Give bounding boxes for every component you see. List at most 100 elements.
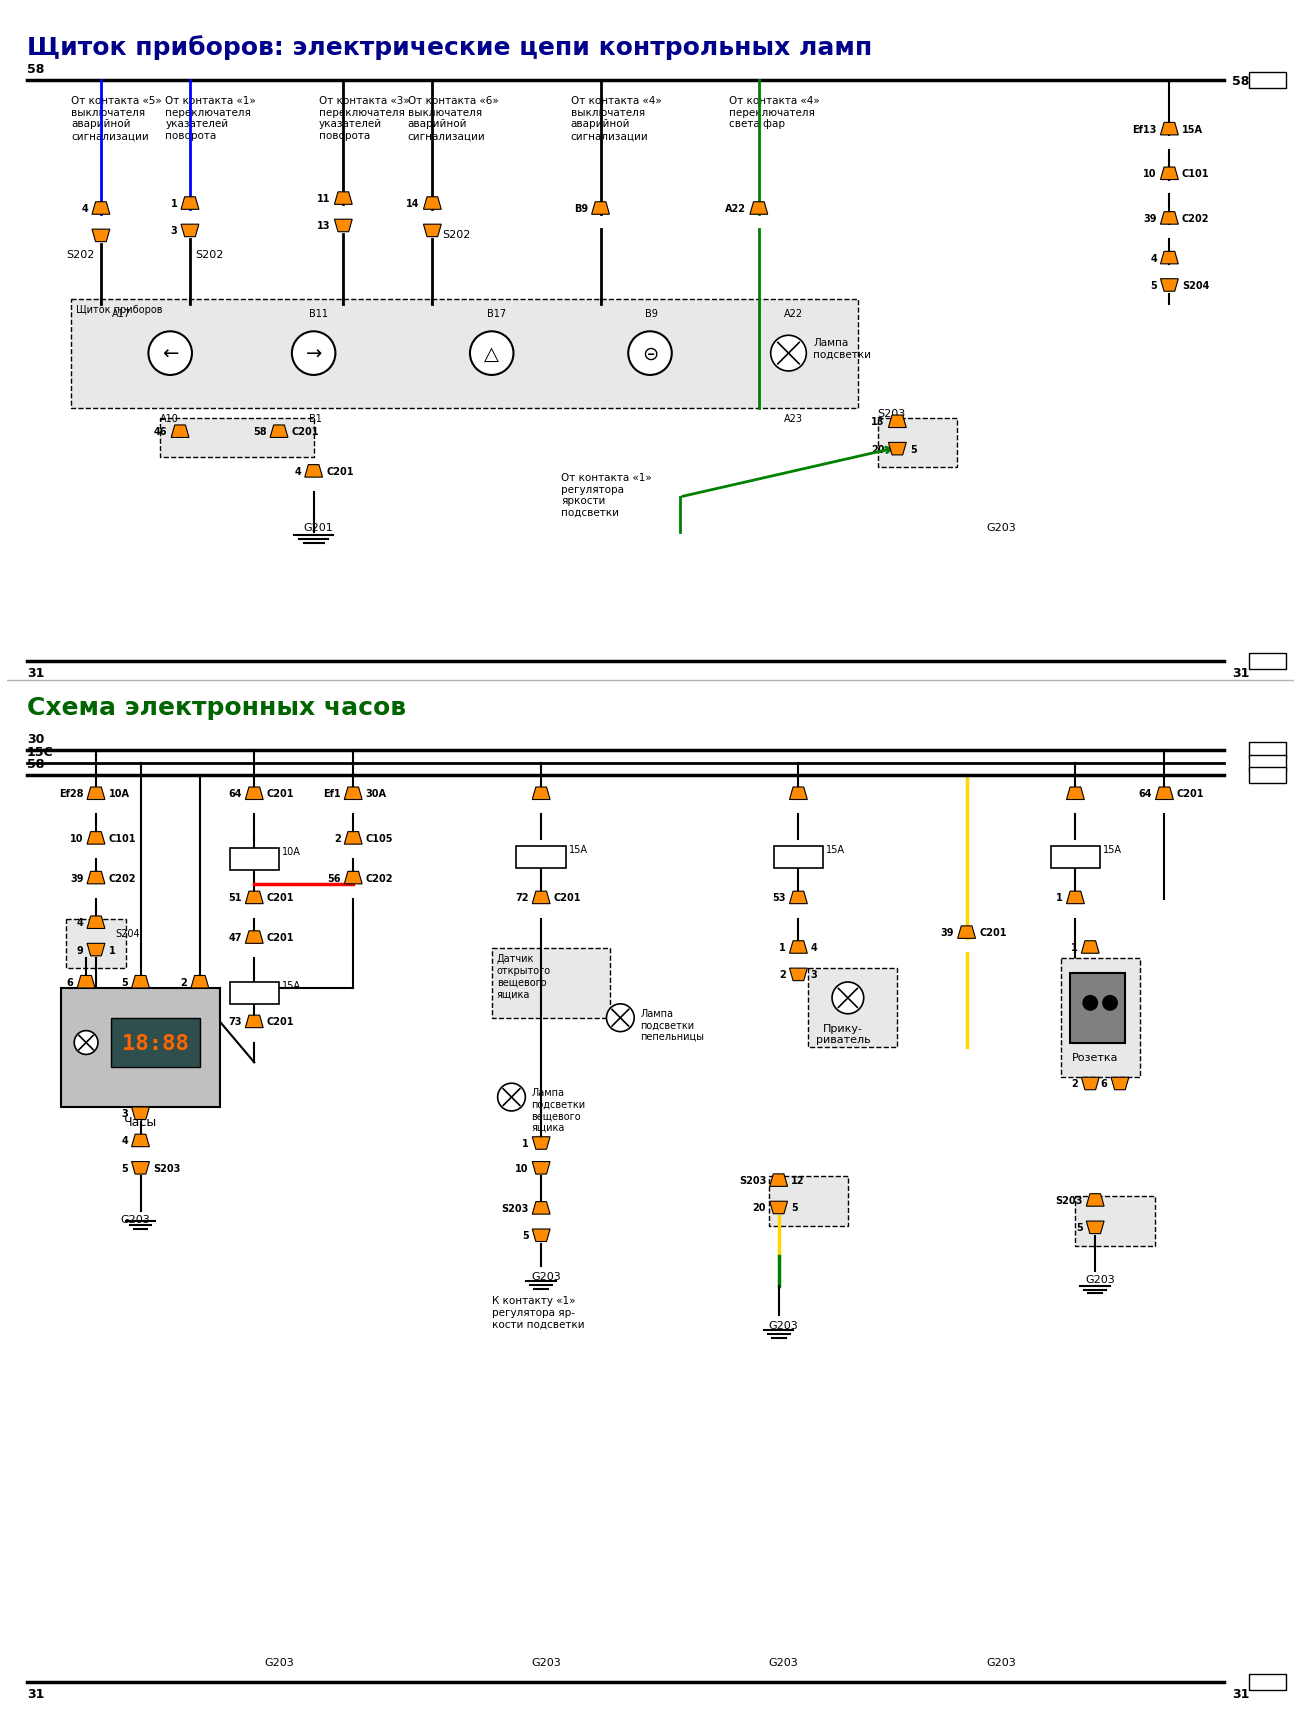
Bar (1076, 1196, 1154, 1246)
Text: Розетка: Розетка (1072, 1053, 1119, 1063)
Text: C101: C101 (1181, 169, 1210, 179)
Circle shape (606, 1005, 634, 1032)
Text: Щиток приборов: электрические цепи контрольных ламп: Щиток приборов: электрические цепи контр… (27, 34, 872, 60)
Polygon shape (92, 229, 109, 243)
Text: 1: 1 (170, 198, 177, 208)
Text: 3: 3 (170, 226, 177, 236)
Circle shape (1082, 996, 1098, 1011)
Circle shape (291, 333, 336, 376)
Text: C202: C202 (366, 874, 393, 884)
Polygon shape (1067, 891, 1084, 905)
Text: Ef1: Ef1 (323, 789, 341, 799)
Text: G203: G203 (986, 1658, 1016, 1668)
Polygon shape (790, 941, 808, 955)
Text: F17: F17 (245, 855, 264, 865)
Text: Часы: Часы (124, 1115, 157, 1129)
Text: 64: 64 (228, 789, 242, 799)
Polygon shape (87, 917, 105, 929)
Polygon shape (87, 872, 105, 884)
Polygon shape (958, 927, 976, 939)
Text: 15A: 15A (282, 980, 301, 991)
Text: 1: 1 (779, 942, 786, 953)
Bar (111, 1018, 200, 1068)
Bar (878, 419, 956, 469)
Text: 10: 10 (1144, 169, 1157, 179)
Polygon shape (1160, 212, 1179, 226)
Text: ILL+: ILL+ (1254, 76, 1281, 86)
Polygon shape (345, 832, 362, 844)
Bar (229, 982, 278, 1005)
Text: 4: 4 (811, 942, 817, 953)
Polygon shape (246, 932, 263, 944)
Polygon shape (423, 226, 441, 238)
Text: S203: S203 (154, 1163, 181, 1173)
Polygon shape (246, 787, 263, 799)
Polygon shape (532, 891, 550, 905)
Bar (1249, 74, 1287, 90)
Text: G203: G203 (121, 1215, 151, 1225)
Polygon shape (790, 787, 808, 799)
Text: A22: A22 (726, 203, 747, 214)
Polygon shape (191, 975, 208, 989)
Polygon shape (1086, 1194, 1105, 1206)
Text: 5: 5 (121, 1163, 127, 1173)
Bar (808, 968, 898, 1048)
Text: 10: 10 (515, 1163, 528, 1173)
Text: 30: 30 (27, 732, 44, 746)
Text: GND: GND (1254, 1678, 1281, 1687)
Polygon shape (889, 443, 907, 455)
Bar (1249, 1675, 1287, 1690)
Text: От контакта «6»
выключателя
аварийной
сигнализации: От контакта «6» выключателя аварийной си… (407, 96, 498, 141)
Polygon shape (334, 221, 353, 233)
Polygon shape (181, 198, 199, 210)
Text: 39: 39 (70, 874, 83, 884)
Text: 58: 58 (27, 758, 44, 770)
Text: К контакту «1»
регулятора яр-
кости подсветки: К контакту «1» регулятора яр- кости подс… (492, 1296, 584, 1328)
Polygon shape (532, 1137, 550, 1149)
Text: S202: S202 (442, 229, 471, 239)
Text: △: △ (484, 345, 500, 364)
Text: 73: 73 (228, 1017, 242, 1027)
Text: 2: 2 (779, 970, 786, 980)
Bar (1249, 767, 1287, 784)
Circle shape (148, 333, 193, 376)
Text: 47: 47 (228, 932, 242, 942)
Polygon shape (77, 975, 95, 989)
Text: A10: A10 (160, 414, 180, 424)
Text: GND: GND (1254, 656, 1281, 667)
Circle shape (74, 1030, 98, 1054)
Polygon shape (1160, 167, 1179, 181)
Polygon shape (304, 465, 323, 477)
Text: 31: 31 (1232, 667, 1249, 679)
Text: Схема электронных часов: Схема электронных часов (27, 696, 406, 720)
Polygon shape (1155, 787, 1174, 799)
Text: 13: 13 (317, 221, 330, 231)
Polygon shape (131, 975, 150, 989)
Text: От контакта «1»
переключателя
указателей
поворота: От контакта «1» переключателя указателей… (165, 96, 256, 141)
Text: 4: 4 (1150, 253, 1157, 264)
Text: 10A: 10A (108, 789, 129, 799)
Text: ⊝: ⊝ (641, 345, 658, 364)
Text: От контакта «5»
выключателя
аварийной
сигнализации: От контакта «5» выключателя аварийной си… (72, 96, 163, 141)
Text: C201: C201 (267, 932, 294, 942)
Polygon shape (345, 787, 362, 799)
Circle shape (833, 982, 864, 1015)
Bar (1051, 846, 1101, 868)
Bar (769, 1177, 848, 1227)
Polygon shape (889, 415, 907, 429)
Text: 6: 6 (66, 977, 74, 987)
Text: 15A: 15A (826, 844, 846, 855)
Text: 2: 2 (334, 834, 341, 843)
Polygon shape (423, 198, 441, 210)
Polygon shape (131, 1161, 150, 1175)
Text: 11: 11 (317, 195, 330, 203)
Text: От контакта «3»
переключателя
указателей
поворота: От контакта «3» переключателя указателей… (319, 96, 410, 141)
Text: Лампа
подсветки
вещевого
ящика: Лампа подсветки вещевого ящика (531, 1087, 585, 1132)
Text: 56: 56 (328, 874, 341, 884)
Text: 5: 5 (121, 977, 127, 987)
Polygon shape (345, 872, 362, 884)
Text: 5: 5 (909, 445, 916, 455)
Polygon shape (131, 1134, 150, 1148)
Text: B11: B11 (308, 310, 328, 319)
Bar (774, 846, 824, 868)
